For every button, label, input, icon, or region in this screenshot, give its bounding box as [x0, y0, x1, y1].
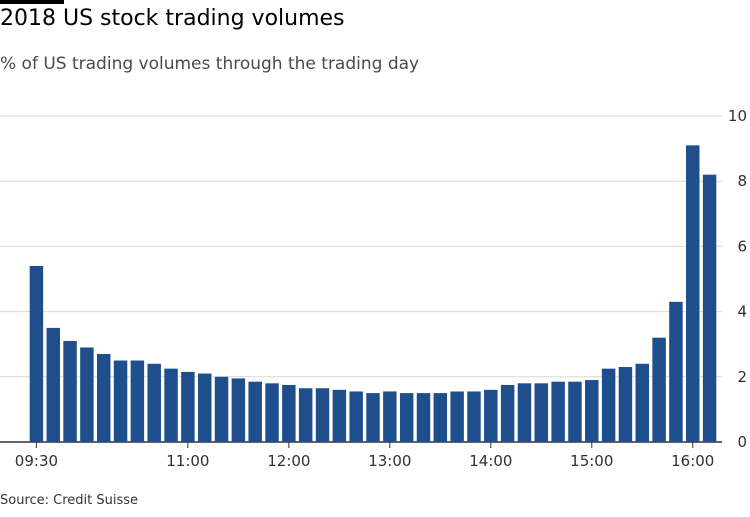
source-note: Source: Credit Suisse — [0, 493, 139, 508]
x-tick-label: 14:00 — [469, 452, 512, 470]
bar — [366, 393, 380, 442]
bar — [298, 388, 313, 442]
bar — [164, 368, 178, 442]
bar — [315, 388, 330, 442]
chart-title: 2018 US stock trading volumes — [0, 6, 345, 31]
bar — [568, 381, 582, 442]
bar — [551, 381, 565, 442]
bar — [282, 384, 296, 442]
y-tick-label: 6 — [737, 237, 747, 255]
y-tick-label: 2 — [737, 368, 747, 386]
bar — [214, 376, 229, 442]
bar — [181, 371, 195, 442]
bar — [618, 367, 633, 442]
bar — [399, 393, 414, 442]
bar — [702, 174, 717, 442]
x-tick-label: 11:00 — [166, 452, 209, 470]
y-tick-label: 0 — [737, 433, 747, 451]
bar — [231, 378, 246, 442]
bar — [63, 340, 77, 442]
bar — [80, 347, 94, 442]
x-tick-label: 09:30 — [15, 452, 58, 470]
bar — [46, 327, 60, 442]
bar — [652, 337, 666, 442]
bar — [601, 368, 616, 442]
bar — [248, 381, 262, 442]
y-tick-label: 10 — [728, 107, 747, 125]
x-axis: 09:30 11:00 12:00 13:00 14:00 15:00 16:00 — [15, 442, 714, 470]
bar — [265, 383, 279, 442]
bar — [635, 363, 649, 442]
bar — [147, 363, 161, 442]
bar — [197, 373, 212, 442]
bar — [113, 360, 128, 442]
bars — [29, 145, 717, 442]
bar — [500, 384, 515, 442]
bar — [97, 353, 111, 442]
x-tick-label: 15:00 — [570, 452, 613, 470]
y-axis: 0 2 4 6 8 10 — [728, 107, 747, 451]
x-tick-label: 16:00 — [671, 452, 714, 470]
bar — [332, 389, 347, 442]
bar — [669, 301, 683, 442]
x-tick-label: 13:00 — [368, 452, 411, 470]
bar — [585, 380, 599, 442]
header-rule — [0, 0, 64, 4]
bar-chart: 09:30 11:00 12:00 13:00 14:00 15:00 16:00 0 2 4 6… — [0, 107, 747, 470]
bar — [383, 391, 397, 442]
bar — [534, 383, 549, 442]
bar — [433, 393, 448, 442]
bar — [29, 265, 44, 442]
bar — [686, 145, 700, 442]
y-tick-label: 8 — [737, 172, 747, 190]
bar — [467, 391, 481, 442]
chart-subtitle: % of US trading volumes through the trad… — [0, 54, 420, 74]
x-tick-label: 12:00 — [267, 452, 310, 470]
bar — [416, 393, 431, 442]
y-tick-label: 4 — [737, 303, 747, 321]
bar — [517, 383, 532, 442]
bar — [130, 360, 145, 442]
bar — [484, 389, 498, 442]
bar — [349, 391, 363, 442]
bar — [450, 391, 464, 442]
